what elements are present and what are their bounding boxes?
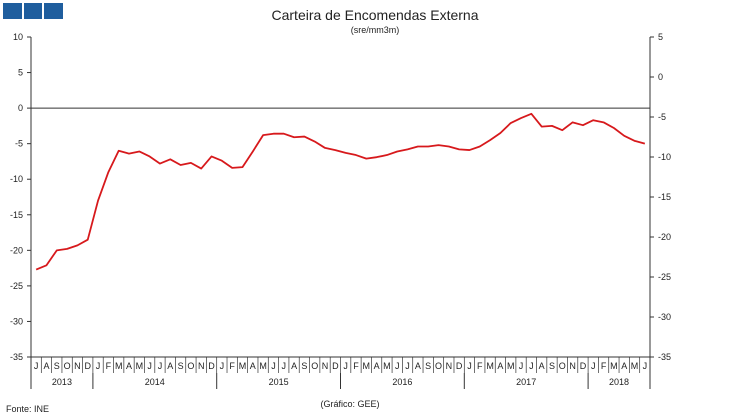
right-tick-label: 0: [658, 72, 663, 82]
month-label: S: [54, 361, 60, 371]
month-label: N: [198, 361, 205, 371]
month-label: O: [64, 361, 71, 371]
month-label: J: [395, 361, 400, 371]
month-label: F: [477, 361, 483, 371]
month-label: M: [259, 361, 267, 371]
right-tick-label: -30: [658, 312, 671, 322]
month-label: J: [158, 361, 163, 371]
month-label: M: [507, 361, 515, 371]
month-label: O: [559, 361, 566, 371]
month-label: M: [610, 361, 618, 371]
year-label: 2014: [145, 377, 165, 387]
year-label: 2018: [609, 377, 629, 387]
left-y-axis: 10 5 0 -5 -10 -15 -20 -25 -30 -35: [10, 32, 31, 362]
month-label: O: [187, 361, 194, 371]
left-tick-label: 5: [18, 68, 23, 78]
month-label: F: [229, 361, 235, 371]
month-label: A: [621, 361, 627, 371]
month-label: N: [569, 361, 576, 371]
month-label: A: [291, 361, 297, 371]
month-label: J: [34, 361, 39, 371]
month-label: S: [301, 361, 307, 371]
month-label: D: [456, 361, 463, 371]
month-label: A: [415, 361, 421, 371]
month-label: M: [115, 361, 123, 371]
month-label: O: [311, 361, 318, 371]
month-label: D: [208, 361, 215, 371]
month-label: D: [580, 361, 587, 371]
left-tick-label: -30: [10, 316, 23, 326]
month-label: M: [239, 361, 247, 371]
right-tick-label: -10: [658, 152, 671, 162]
year-label: 2013: [52, 377, 72, 387]
month-label: M: [631, 361, 639, 371]
month-label: D: [84, 361, 91, 371]
right-tick-label: 5: [658, 32, 663, 42]
month-label: F: [106, 361, 112, 371]
series-layer: [35, 112, 646, 271]
left-tick-label: -35: [10, 352, 23, 362]
left-tick-label: -25: [10, 281, 23, 291]
left-tick-label: -10: [10, 174, 23, 184]
month-label: J: [519, 361, 524, 371]
year-label: 2017: [516, 377, 536, 387]
right-tick-label: -25: [658, 272, 671, 282]
month-label: J: [643, 361, 648, 371]
month-label: M: [383, 361, 391, 371]
source-note: Fonte: INE: [6, 404, 50, 414]
month-label: M: [486, 361, 494, 371]
month-label: A: [374, 361, 380, 371]
month-label: J: [220, 361, 225, 371]
chart-axes: [30, 37, 651, 389]
left-tick-label: -5: [15, 139, 23, 149]
left-tick-label: -20: [10, 245, 23, 255]
month-label: A: [497, 361, 503, 371]
left-tick-label: 0: [18, 103, 23, 113]
month-label: N: [446, 361, 453, 371]
month-label: A: [167, 361, 173, 371]
month-label: M: [136, 361, 144, 371]
month-label: A: [539, 361, 545, 371]
month-label: M: [363, 361, 371, 371]
right-y-axis: 5 0 -5 -10 -15 -20 -25 -30 -35: [650, 32, 671, 362]
right-tick-label: -15: [658, 192, 671, 202]
right-tick-label: -35: [658, 352, 671, 362]
month-label: J: [96, 361, 101, 371]
month-label: N: [322, 361, 329, 371]
month-label: A: [126, 361, 132, 371]
month-label: S: [549, 361, 555, 371]
chart-subtitle: (sre/mm3m): [350, 25, 400, 35]
month-label: J: [467, 361, 472, 371]
month-label: J: [405, 361, 410, 371]
month-label: F: [601, 361, 607, 371]
year-label: 2016: [392, 377, 412, 387]
year-label: 2015: [269, 377, 289, 387]
left-tick-label: 10: [13, 32, 23, 42]
month-label: F: [353, 361, 359, 371]
month-label: N: [74, 361, 81, 371]
right-tick-label: -20: [658, 232, 671, 242]
month-label: O: [435, 361, 442, 371]
chart-title: Carteira de Encomendas Externa: [271, 7, 479, 23]
month-label: J: [343, 361, 348, 371]
series-line: [35, 112, 646, 271]
month-label: A: [43, 361, 49, 371]
month-label: D: [332, 361, 339, 371]
month-label: A: [250, 361, 256, 371]
logo: [3, 3, 64, 19]
month-label: S: [425, 361, 431, 371]
month-label: S: [178, 361, 184, 371]
left-tick-label: -15: [10, 210, 23, 220]
chart-credit: (Gráfico: GEE): [320, 399, 380, 409]
month-label: J: [529, 361, 534, 371]
right-tick-label: -5: [658, 112, 666, 122]
month-label: J: [147, 361, 152, 371]
month-label: J: [271, 361, 276, 371]
month-label: J: [282, 361, 287, 371]
month-label: J: [591, 361, 596, 371]
